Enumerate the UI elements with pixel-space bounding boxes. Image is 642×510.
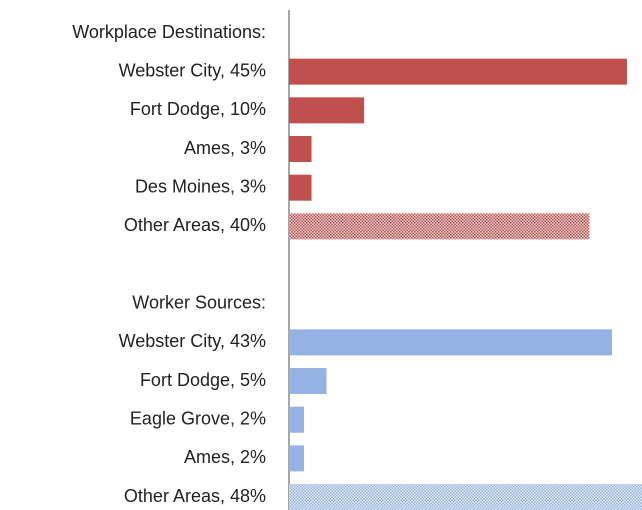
category-label: Fort Dodge, 5% (140, 370, 266, 390)
category-label: Workplace Destinations: (72, 22, 266, 42)
bar (289, 136, 312, 163)
bar (289, 213, 590, 240)
category-label: Des Moines, 3% (135, 176, 266, 196)
bar (289, 174, 312, 201)
plot-area (289, 58, 642, 510)
bar (289, 58, 627, 85)
category-label: Fort Dodge, 10% (130, 99, 266, 119)
bar (289, 329, 612, 356)
category-label: Ames, 3% (184, 138, 266, 158)
category-label: Ames, 2% (184, 447, 266, 467)
bar (289, 97, 365, 124)
bar (289, 484, 642, 510)
bar (289, 406, 305, 433)
category-label: Other Areas, 48% (124, 486, 266, 506)
category-label: Other Areas, 40% (124, 215, 266, 235)
category-label: Eagle Grove, 2% (130, 408, 266, 428)
bar (289, 368, 327, 395)
bar (289, 445, 305, 472)
category-label: Webster City, 43% (119, 331, 266, 351)
category-label: Webster City, 45% (119, 60, 266, 80)
category-label: Worker Sources: (132, 292, 266, 312)
